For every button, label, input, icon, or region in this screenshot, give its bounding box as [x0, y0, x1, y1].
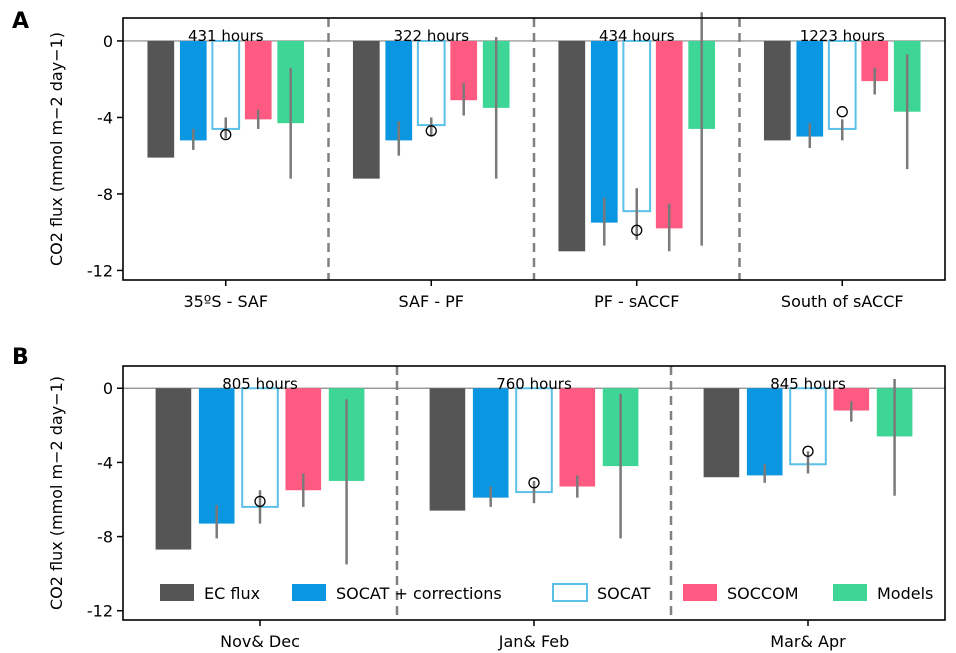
y-tick-label: -8 [97, 528, 113, 547]
bar-socat [211, 39, 241, 130]
hours-label: 434 hours [599, 27, 675, 45]
y-tick-label: -4 [97, 108, 113, 127]
y-tick-label: -8 [97, 185, 113, 204]
bar-soccom [285, 388, 322, 491]
y-tick-label: -12 [87, 261, 113, 280]
bar-socat-corr [179, 40, 207, 141]
panel-letter: B [12, 345, 29, 370]
bar-soccom [244, 40, 272, 120]
legend-swatch-ec [160, 584, 194, 601]
bar-ec [352, 40, 380, 179]
bar-socat-corr [198, 388, 235, 524]
bar-ec [147, 40, 175, 158]
bar-socat-corr [796, 40, 824, 137]
legend-label-socat-corr: SOCAT + corrections [336, 584, 502, 603]
category-label: South of sACCF [781, 292, 904, 311]
legend: EC flux SOCAT + corrections SOCAT SOCCOM Mod… [160, 583, 933, 603]
bar-ec [703, 388, 740, 478]
hours-label: 805 hours [222, 375, 298, 393]
bar-ec [155, 388, 192, 550]
point-marker [528, 477, 540, 489]
y-tick-label: 0 [103, 379, 113, 398]
category-label: SAF - PF [399, 292, 464, 311]
y-tick-label: 0 [103, 32, 113, 51]
category-label: PF - sACCF [594, 292, 679, 311]
point-marker [836, 106, 848, 118]
bar-socat-corr [746, 388, 783, 476]
hours-label: 1223 hours [800, 27, 885, 45]
category-label: Jan& Feb [498, 632, 570, 651]
point-marker [425, 125, 437, 137]
category-label: 35ºS - SAF [183, 292, 268, 311]
bar-ec [558, 40, 586, 252]
bar-soccom [559, 388, 596, 487]
legend-swatch-socat [552, 583, 588, 602]
axes-frame [122, 17, 946, 281]
bar-socat-corr [590, 40, 618, 223]
panel-letter: A [12, 9, 29, 34]
hours-label: 431 hours [188, 27, 264, 45]
y-axis-label: CO2 flux (mmol m−2 day−1) [47, 32, 66, 266]
panel-a: A 431 hours 35ºS - SAF 322 hours SAF - PF 434… [12, 9, 946, 311]
point-marker [802, 445, 814, 457]
hours-label: 845 hours [770, 375, 846, 393]
point-marker [254, 495, 266, 507]
bar-socat-corr [472, 388, 509, 498]
bar-soccom [833, 388, 870, 411]
bar-socat [515, 387, 553, 494]
legend-swatch-socat-corr [292, 584, 326, 601]
legend-swatch-models [833, 584, 867, 601]
bar-socat [827, 39, 857, 130]
legend-label-socat: SOCAT [597, 584, 651, 603]
legend-label-soccom: SOCCOM [727, 584, 799, 603]
bar-soccom [655, 40, 683, 229]
y-tick-label: -4 [97, 453, 113, 472]
category-label: Mar& Apr [770, 632, 846, 651]
category-label: Nov& Dec [220, 632, 300, 651]
bar-socat [416, 39, 446, 127]
hours-label: 760 hours [496, 375, 572, 393]
y-axis-label: CO2 flux (mmol m−2 day−1) [47, 376, 66, 610]
y-tick-label: -12 [87, 602, 113, 621]
point-marker [631, 224, 643, 236]
legend-label-ec: EC flux [204, 584, 260, 603]
bar-ec [763, 40, 791, 141]
hours-label: 322 hours [393, 27, 469, 45]
point-marker [220, 129, 232, 141]
bar-socat [241, 387, 279, 508]
bar-socat [622, 39, 652, 213]
legend-swatch-soccom [683, 584, 717, 601]
axes-frame [122, 365, 946, 621]
bar-ec [429, 388, 466, 511]
panel-b: B 805 hours Nov& Dec 760 hours Jan& Feb 845 h… [12, 345, 946, 651]
legend-label-models: Models [877, 584, 933, 603]
